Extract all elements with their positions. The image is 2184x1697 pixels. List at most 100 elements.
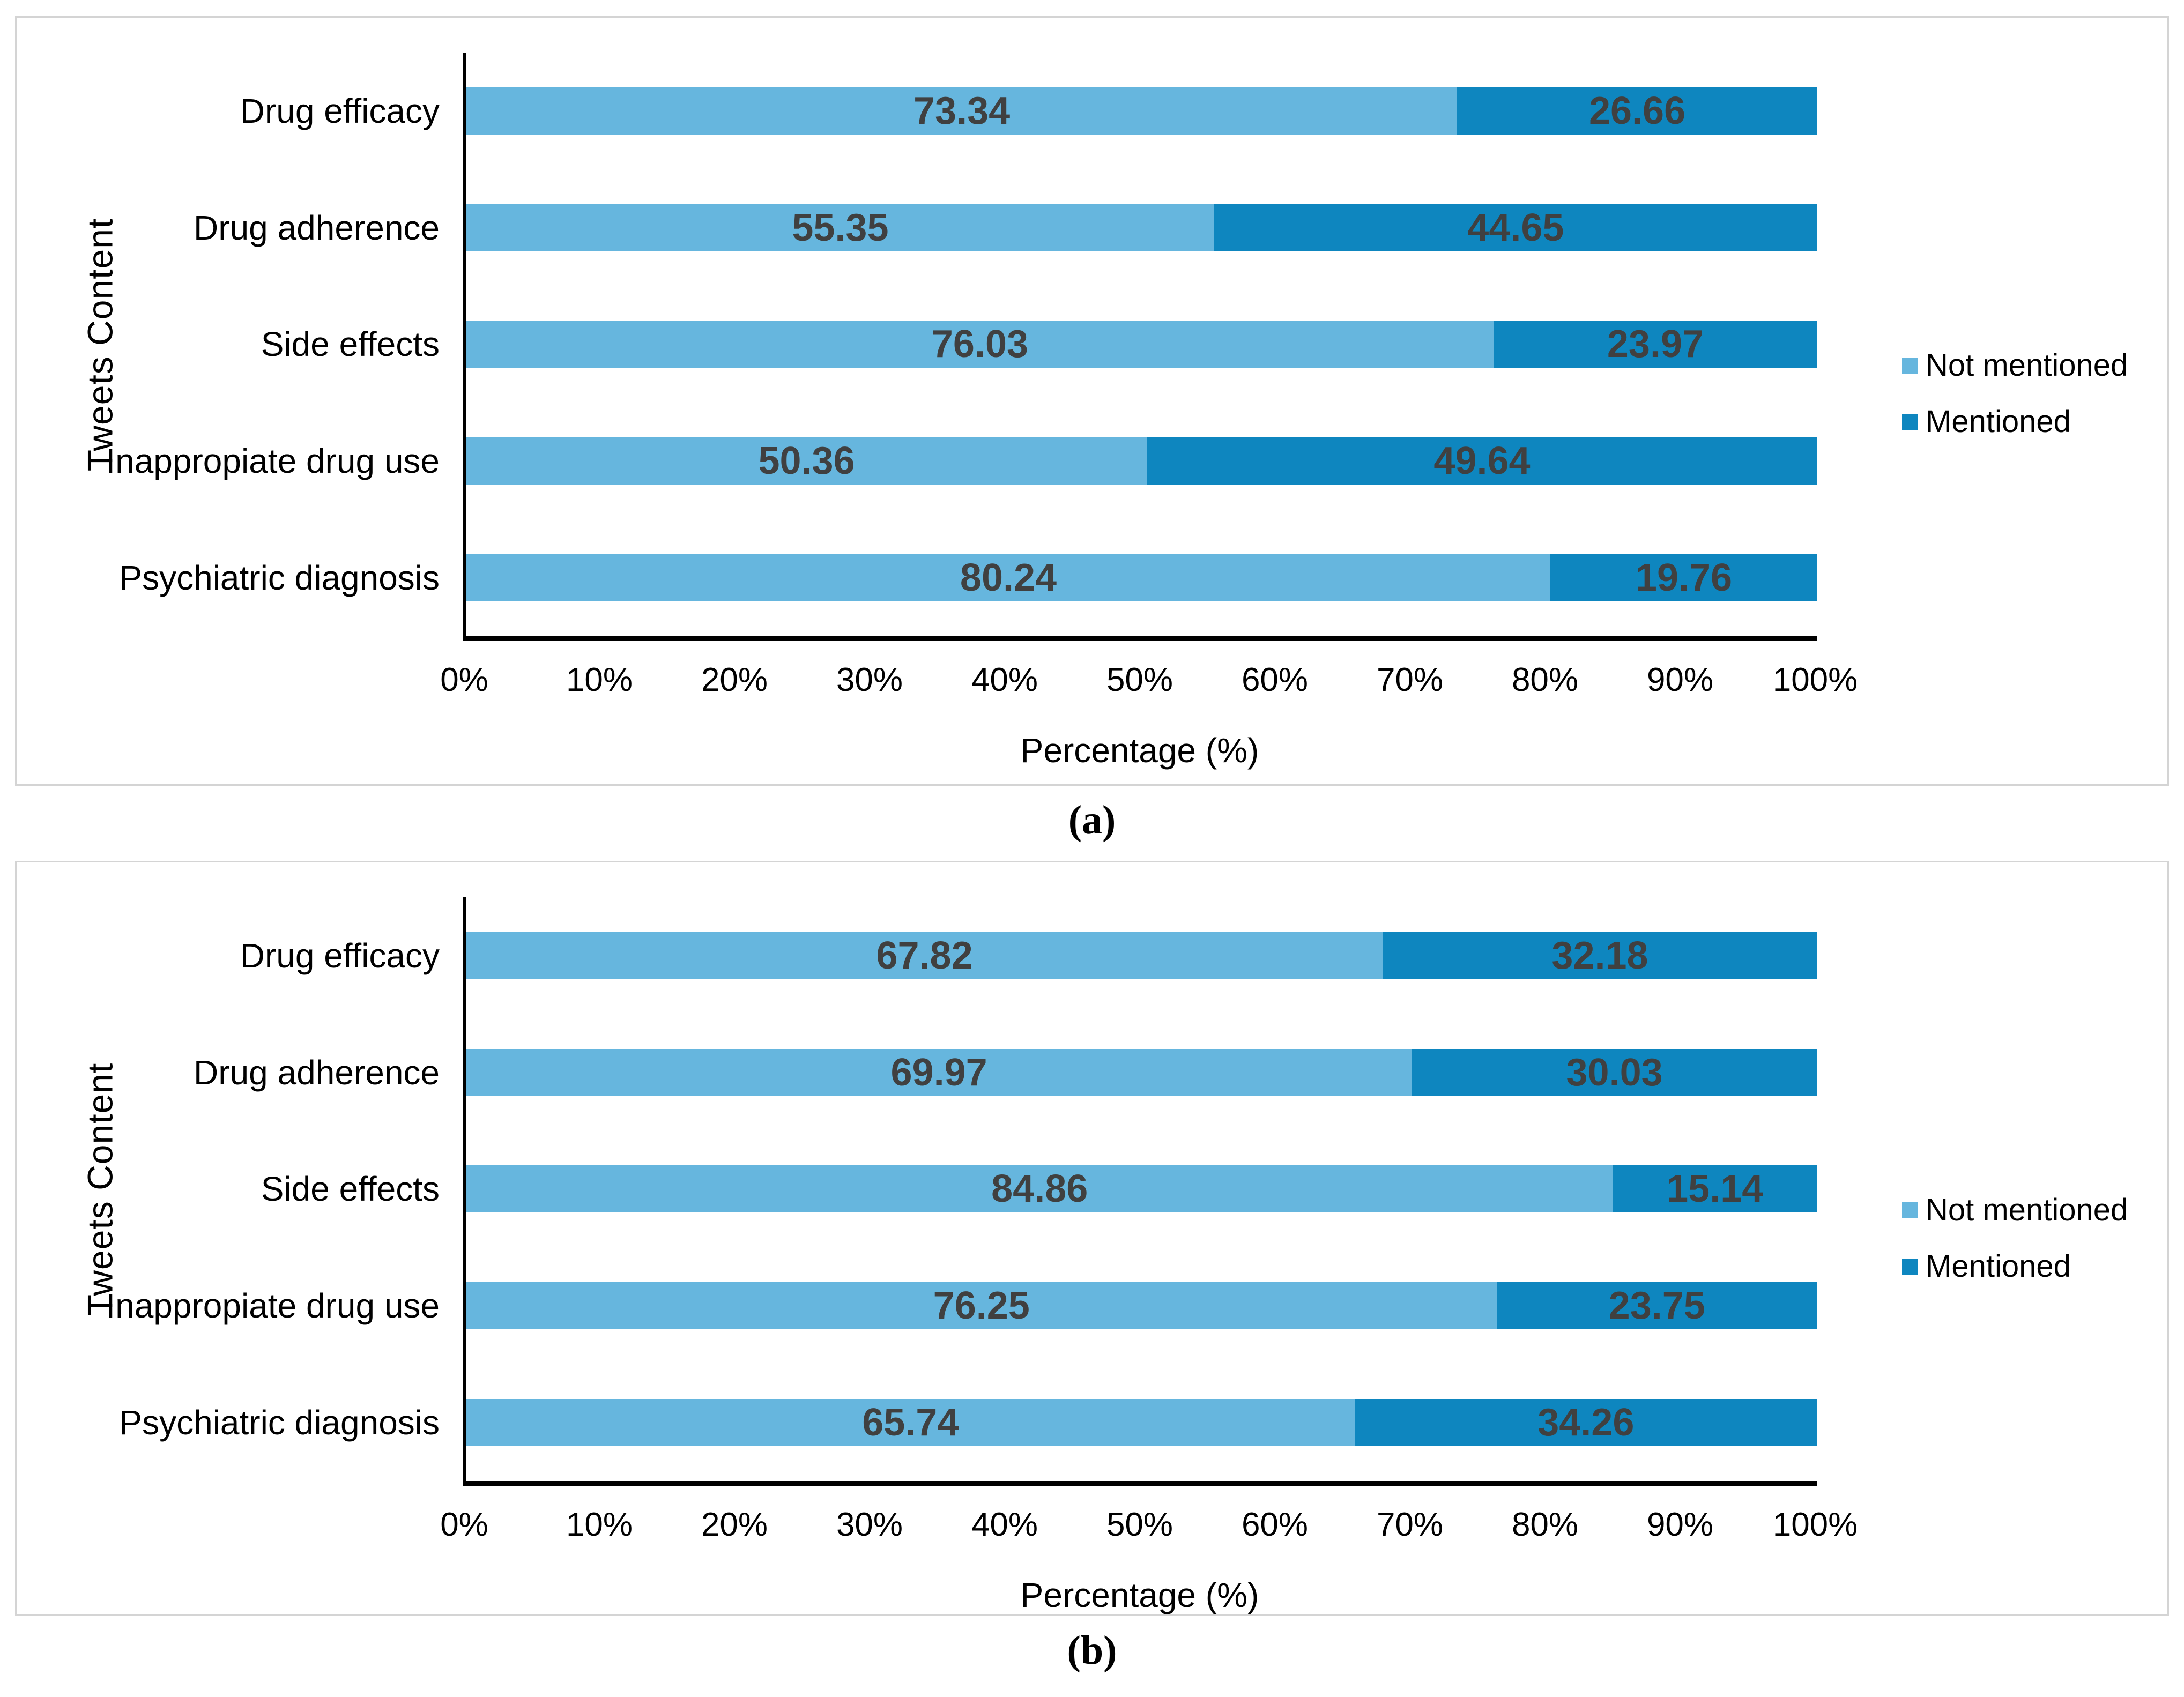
value-label: 65.74 bbox=[862, 1401, 959, 1445]
bar-row: Side effects 76.03 23.97 bbox=[261, 321, 1817, 368]
value-label: 49.64 bbox=[1433, 440, 1531, 483]
bar-segment-mentioned: 26.66 bbox=[1457, 87, 1817, 135]
value-label: 50.36 bbox=[758, 440, 855, 483]
bar-segment-mentioned: 19.76 bbox=[1550, 554, 1817, 602]
category-label: Inappropiate drug use bbox=[106, 1286, 440, 1326]
bar-segment-not-mentioned: 80.24 bbox=[466, 554, 1551, 602]
x-axis-title: Percentage (%) bbox=[1020, 731, 1259, 770]
x-tick-label: 90% bbox=[1646, 1506, 1714, 1543]
bar-segment-mentioned: 44.65 bbox=[1214, 204, 1817, 251]
category-label: Psychiatric diagnosis bbox=[119, 559, 440, 598]
legend: Not mentioned Mentioned bbox=[1902, 347, 2128, 440]
bar-segment-mentioned: 32.18 bbox=[1383, 932, 1817, 979]
x-tick-label: 30% bbox=[836, 1506, 903, 1543]
bar-segment-not-mentioned: 76.25 bbox=[466, 1282, 1497, 1330]
x-tick-label: 0% bbox=[440, 661, 488, 698]
x-tick-label: 10% bbox=[566, 1506, 633, 1543]
bar-track: 65.74 34.26 bbox=[466, 1399, 1817, 1447]
bar-track: 76.03 23.97 bbox=[466, 321, 1817, 368]
y-axis-title: Tweets Content bbox=[80, 218, 120, 471]
bar-segment-mentioned: 23.75 bbox=[1496, 1282, 1817, 1330]
value-label: 26.66 bbox=[1588, 89, 1686, 132]
legend-swatch-mentioned-icon bbox=[1902, 1258, 1918, 1275]
category-label: Drug efficacy bbox=[240, 936, 440, 975]
legend-item-not-mentioned: Not mentioned bbox=[1902, 1192, 2128, 1228]
bar-row: Side effects 84.86 15.14 bbox=[261, 1165, 1817, 1213]
bar-segment-mentioned: 34.26 bbox=[1354, 1399, 1817, 1447]
bar-row: Drug efficacy 67.82 32.18 bbox=[240, 932, 1817, 979]
x-tick-label: 60% bbox=[1241, 661, 1309, 698]
legend-swatch-not-mentioned-icon bbox=[1902, 357, 1918, 374]
x-tick-label: 0% bbox=[440, 1506, 488, 1543]
category-label: Psychiatric diagnosis bbox=[119, 1403, 440, 1442]
category-label: Drug adherence bbox=[194, 1053, 440, 1092]
legend-item-mentioned: Mentioned bbox=[1902, 1248, 2128, 1284]
bar-row: Drug efficacy 73.34 26.66 bbox=[240, 87, 1817, 135]
caption-b: (b) bbox=[1067, 1628, 1117, 1673]
value-label: 32.18 bbox=[1551, 934, 1648, 977]
value-label: 23.75 bbox=[1608, 1284, 1705, 1328]
value-label: 19.76 bbox=[1635, 556, 1733, 600]
bar-row: Drug adherence 55.35 44.65 bbox=[194, 204, 1817, 251]
bar-row: Psychiatric diagnosis 65.74 34.26 bbox=[119, 1399, 1817, 1447]
caption-a: (a) bbox=[1068, 798, 1116, 843]
bar-row: Psychiatric diagnosis 80.24 19.76 bbox=[119, 554, 1817, 602]
x-tick-label: 50% bbox=[1106, 1506, 1173, 1543]
value-label: 84.86 bbox=[991, 1167, 1088, 1211]
x-tick-label: 40% bbox=[971, 1506, 1038, 1543]
plot-rows: Drug efficacy 73.34 26.66 Drug adherence 55.… bbox=[106, 53, 1817, 636]
bar-segment-not-mentioned: 67.82 bbox=[466, 932, 1383, 979]
bar-segment-mentioned: 15.14 bbox=[1613, 1165, 1817, 1213]
bar-segment-not-mentioned: 55.35 bbox=[466, 204, 1214, 251]
bar-segment-not-mentioned: 65.74 bbox=[466, 1399, 1355, 1447]
x-tick-label: 30% bbox=[836, 661, 903, 698]
value-label: 55.35 bbox=[792, 206, 889, 249]
value-label: 69.97 bbox=[890, 1051, 987, 1094]
x-tick-label: 70% bbox=[1376, 1506, 1444, 1543]
x-tick-label: 100% bbox=[1772, 1506, 1858, 1543]
x-tick-label: 40% bbox=[971, 661, 1038, 698]
bar-track: 55.35 44.65 bbox=[466, 204, 1817, 251]
x-tick-label: 70% bbox=[1376, 661, 1444, 698]
x-ticks: 0% 10% 20% 30% 40% 50% 60% 70% 80% 90% 100% bbox=[440, 661, 1858, 698]
chart-panel-a: Tweets Content Drug efficacy 73.34 26.66 Dr… bbox=[15, 16, 2169, 786]
bar-track: 73.34 26.66 bbox=[466, 87, 1817, 135]
legend-item-mentioned: Mentioned bbox=[1902, 404, 2128, 440]
bar-segment-not-mentioned: 76.03 bbox=[466, 321, 1494, 368]
category-label: Side effects bbox=[261, 1170, 440, 1209]
bar-track: 80.24 19.76 bbox=[466, 554, 1817, 602]
bar-track: 50.36 49.64 bbox=[466, 437, 1817, 485]
x-tick-label: 60% bbox=[1241, 1506, 1309, 1543]
chart-panel-b: Tweets Content Drug efficacy 67.82 32.18 Dr… bbox=[15, 861, 2169, 1616]
x-tick-label: 80% bbox=[1511, 661, 1579, 698]
legend: Not mentioned Mentioned bbox=[1902, 1192, 2128, 1284]
bar-row: Inappropiate drug use 76.25 23.75 bbox=[106, 1282, 1817, 1330]
y-axis-title-wrap: Tweets Content bbox=[70, 53, 129, 636]
x-tick-label: 80% bbox=[1511, 1506, 1579, 1543]
value-label: 34.26 bbox=[1537, 1401, 1635, 1445]
bar-track: 69.97 30.03 bbox=[466, 1048, 1817, 1096]
bar-track: 76.25 23.75 bbox=[466, 1282, 1817, 1330]
legend-label-mentioned: Mentioned bbox=[1926, 1249, 2071, 1284]
value-label: 44.65 bbox=[1467, 206, 1564, 249]
bar-segment-not-mentioned: 69.97 bbox=[466, 1048, 1412, 1096]
bar-segment-mentioned: 23.97 bbox=[1493, 321, 1817, 368]
bar-segment-mentioned: 30.03 bbox=[1412, 1048, 1817, 1096]
legend-swatch-mentioned-icon bbox=[1902, 413, 1918, 430]
value-label: 76.25 bbox=[933, 1284, 1030, 1328]
x-tick-label: 10% bbox=[566, 661, 633, 698]
bar-track: 84.86 15.14 bbox=[466, 1165, 1817, 1213]
value-label: 73.34 bbox=[913, 89, 1011, 132]
legend-label-mentioned: Mentioned bbox=[1926, 404, 2071, 439]
value-label: 76.03 bbox=[931, 323, 1029, 366]
bar-segment-not-mentioned: 50.36 bbox=[466, 437, 1147, 485]
value-label: 23.97 bbox=[1607, 323, 1704, 366]
y-axis-title: Tweets Content bbox=[80, 1062, 120, 1316]
bar-row: Drug adherence 69.97 30.03 bbox=[194, 1048, 1817, 1096]
value-label: 30.03 bbox=[1566, 1051, 1663, 1094]
value-label: 15.14 bbox=[1667, 1167, 1764, 1211]
legend-label-not-mentioned: Not mentioned bbox=[1926, 348, 2128, 383]
x-tick-label: 20% bbox=[701, 1506, 768, 1543]
value-label: 67.82 bbox=[876, 934, 973, 977]
bar-track: 67.82 32.18 bbox=[466, 932, 1817, 979]
